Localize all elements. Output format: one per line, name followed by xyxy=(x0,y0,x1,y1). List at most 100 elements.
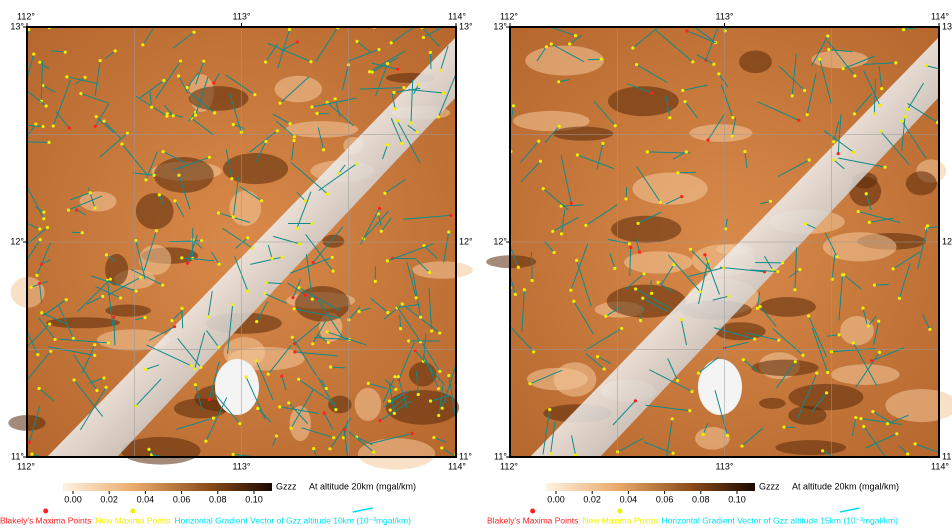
maxima-point xyxy=(177,174,180,177)
white-blob xyxy=(215,359,259,415)
maxima-point xyxy=(322,148,325,151)
colorbar-label: 0.10 xyxy=(245,494,263,504)
anomaly-blob xyxy=(739,51,772,74)
maxima-point xyxy=(102,119,105,122)
legend-symbol xyxy=(530,509,535,514)
maxima-point xyxy=(332,436,335,439)
maxima-point xyxy=(794,360,797,363)
maxima-point xyxy=(180,256,183,259)
maxima-point xyxy=(801,354,804,357)
maxima-point xyxy=(758,305,761,308)
maxima-point xyxy=(753,337,756,340)
maxima-point xyxy=(161,284,164,287)
maxima-point xyxy=(265,281,268,284)
maxima-point xyxy=(67,208,70,211)
maxima-point xyxy=(892,267,895,270)
maxima-point xyxy=(740,444,743,447)
maxima-point xyxy=(676,171,679,174)
maxima-point xyxy=(291,296,294,299)
maxima-point xyxy=(575,259,578,262)
lat-label: 13° xyxy=(942,21,952,31)
maxima-point xyxy=(550,42,553,45)
maxima-point xyxy=(680,195,683,198)
maxima-point xyxy=(378,207,381,210)
maxima-point xyxy=(616,450,619,453)
maxima-point xyxy=(429,399,432,402)
maxima-point xyxy=(689,248,692,251)
lon-label: 112° xyxy=(17,461,35,471)
maxima-point xyxy=(312,447,315,450)
maxima-point xyxy=(409,121,412,124)
anomaly-blob xyxy=(789,384,864,410)
maxima-point xyxy=(394,107,397,110)
maxima-point xyxy=(769,200,772,203)
maxima-point xyxy=(83,76,86,79)
maxima-point xyxy=(212,416,215,419)
lat-label: 11° xyxy=(11,451,24,461)
maxima-point xyxy=(186,262,189,265)
anomaly-blob xyxy=(121,437,201,465)
maxima-point xyxy=(192,31,195,34)
maxima-point xyxy=(325,387,328,390)
maxima-point xyxy=(853,112,856,115)
maxima-point xyxy=(552,251,555,254)
maxima-point xyxy=(194,383,197,386)
maxima-point xyxy=(143,316,146,319)
legend-label: New Maxima Points xyxy=(582,515,657,525)
anomaly-blob xyxy=(554,362,597,396)
colorbar-label: 0.04 xyxy=(137,494,155,504)
maxima-point xyxy=(437,115,440,118)
maxima-point xyxy=(180,307,183,310)
anomaly-blob xyxy=(322,235,344,248)
maxima-point xyxy=(380,230,383,233)
anomaly-blob xyxy=(751,360,818,376)
maxima-point xyxy=(638,251,641,254)
maxima-point xyxy=(287,401,290,404)
maxima-point xyxy=(415,130,418,133)
maxima-point xyxy=(41,125,44,128)
maxima-point xyxy=(337,172,340,175)
maxima-point xyxy=(818,58,821,61)
maxima-point xyxy=(440,446,443,449)
maxima-point xyxy=(355,162,358,165)
maxima-point xyxy=(659,201,662,204)
maxima-point xyxy=(93,343,96,346)
maxima-point xyxy=(297,286,300,289)
maxima-point xyxy=(39,238,42,241)
anomaly-blob xyxy=(386,390,459,425)
maxima-point xyxy=(641,297,644,300)
maxima-point xyxy=(89,191,92,194)
maxima-point xyxy=(629,246,632,249)
maxima-point xyxy=(781,261,784,264)
maxima-point xyxy=(386,311,389,314)
maxima-point xyxy=(38,387,41,390)
maxima-point xyxy=(326,330,329,333)
maxima-point xyxy=(155,229,158,232)
maxima-point xyxy=(347,63,350,66)
maxima-point xyxy=(691,60,694,63)
maxima-point xyxy=(650,91,653,94)
colorbar-label: 0.02 xyxy=(100,494,118,504)
maxima-point xyxy=(293,135,296,138)
lon-label: 113° xyxy=(233,461,251,471)
lon-label: 112° xyxy=(500,11,518,21)
maxima-point xyxy=(804,222,807,225)
maxima-point xyxy=(204,440,207,443)
maxima-point xyxy=(394,388,397,391)
maxima-point xyxy=(48,322,51,325)
maxima-point xyxy=(873,112,876,115)
maxima-point xyxy=(28,441,31,444)
maxima-point xyxy=(199,366,202,369)
maxima-point xyxy=(93,206,96,209)
maxima-point xyxy=(256,407,259,410)
maxima-point xyxy=(264,140,267,143)
maxima-point xyxy=(134,404,137,407)
maxima-point xyxy=(570,202,573,205)
maxima-point xyxy=(357,310,360,313)
anomaly-blob xyxy=(46,317,120,328)
maxima-point xyxy=(72,337,75,340)
maxima-point xyxy=(722,266,725,269)
maxima-point xyxy=(291,336,294,339)
maxima-point xyxy=(81,231,84,234)
maxima-point xyxy=(782,425,785,428)
